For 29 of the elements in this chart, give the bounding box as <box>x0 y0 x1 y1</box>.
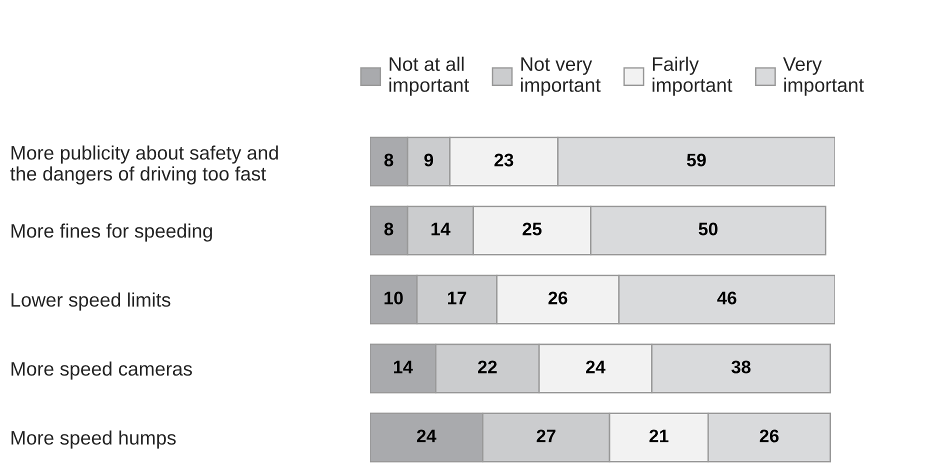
y-tick-label: More speed cameras <box>12 361 192 380</box>
data-label: 46 <box>717 292 736 304</box>
data-label: 17 <box>448 292 466 304</box>
data-label: 26 <box>548 292 568 304</box>
data-label: 14 <box>394 360 413 374</box>
data-label: 8 <box>384 154 394 166</box>
data-label: 27 <box>536 430 556 442</box>
data-label: 24 <box>416 430 436 442</box>
data-label: 26 <box>760 430 779 442</box>
data-label: 9 <box>424 154 434 166</box>
data-label: 25 <box>522 222 542 236</box>
legend-label: Fairly important <box>652 56 732 96</box>
data-label: 59 <box>686 154 706 166</box>
data-label: 8 <box>384 222 394 236</box>
y-tick-label: More fines for speeding <box>12 224 212 242</box>
data-label: 38 <box>731 360 751 374</box>
y-tick-label: More speed humps <box>12 430 176 449</box>
data-label: 10 <box>384 292 403 304</box>
y-tick-label: More publicity about safety and the dangers of driving too fast <box>10 145 278 185</box>
legend-label: Not at all important <box>389 56 470 96</box>
data-label: 21 <box>649 430 668 442</box>
legend-label: Very important <box>783 57 864 96</box>
y-tick-label: Lower speed limits <box>12 292 170 311</box>
legend-label: Not very important <box>521 57 601 96</box>
data-label: 22 <box>478 360 497 374</box>
data-label: 50 <box>698 222 718 236</box>
data-label: 23 <box>494 154 514 166</box>
data-label: 24 <box>586 360 606 374</box>
data-label: 14 <box>432 222 450 236</box>
